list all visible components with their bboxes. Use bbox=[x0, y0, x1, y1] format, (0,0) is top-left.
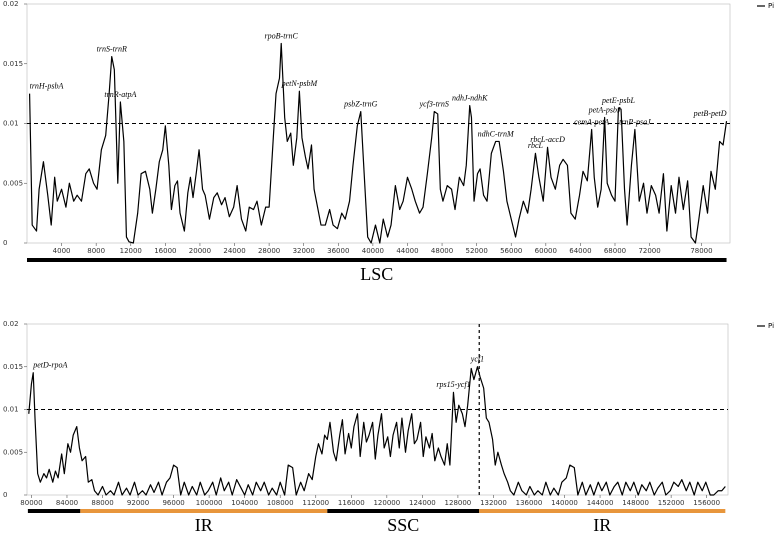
y-tick-label: 0.01 bbox=[3, 120, 19, 128]
peak-label: trnP-psaJ bbox=[619, 117, 651, 126]
x-tick-label: 132000 bbox=[480, 499, 507, 507]
x-tick-label: 36000 bbox=[327, 247, 349, 255]
region-label: IR bbox=[593, 515, 611, 533]
peak-label: ycf3-trnS bbox=[419, 99, 449, 108]
x-tick-label: 116000 bbox=[338, 499, 365, 507]
peak-label: petE-psbL bbox=[601, 96, 635, 105]
peak-label: trnH-psbA bbox=[30, 81, 64, 90]
x-tick-label: 88000 bbox=[91, 499, 113, 507]
y-tick-label: 0.01 bbox=[3, 406, 19, 414]
x-tick-label: 4000 bbox=[53, 247, 71, 255]
x-tick-label: 40000 bbox=[362, 247, 384, 255]
x-tick-label: 112000 bbox=[302, 499, 329, 507]
region-bar bbox=[27, 258, 727, 262]
region-label: SSC bbox=[387, 515, 419, 533]
x-tick-label: 108000 bbox=[267, 499, 294, 507]
region-bar bbox=[27, 509, 81, 513]
x-tick-label: 148000 bbox=[622, 499, 649, 507]
x-tick-label: 72000 bbox=[638, 247, 660, 255]
x-tick-label: 12000 bbox=[120, 247, 142, 255]
y-tick-label: 0 bbox=[3, 239, 7, 247]
region-bar bbox=[479, 509, 726, 513]
peak-label: rpoB-trnC bbox=[265, 31, 299, 40]
x-tick-label: 78000 bbox=[690, 247, 712, 255]
x-tick-label: 144000 bbox=[587, 499, 614, 507]
peak-label: trnS-trnR bbox=[97, 44, 127, 53]
x-tick-label: 68000 bbox=[604, 247, 626, 255]
peak-label: psbZ-trnG bbox=[343, 99, 378, 108]
x-tick-label: 84000 bbox=[56, 499, 78, 507]
peak-label: petB-petD bbox=[693, 109, 727, 118]
peak-label: rbcL bbox=[528, 141, 544, 150]
y-tick-label: 0 bbox=[3, 491, 7, 499]
x-tick-label: 120000 bbox=[373, 499, 400, 507]
peak-label: petN-psbM bbox=[281, 79, 319, 88]
x-tick-label: 32000 bbox=[293, 247, 315, 255]
x-tick-label: 128000 bbox=[445, 499, 472, 507]
peak-label: ycf1 bbox=[470, 355, 484, 364]
x-tick-label: 136000 bbox=[516, 499, 543, 507]
region-label: LSC bbox=[360, 264, 393, 284]
x-tick-label: 20000 bbox=[189, 247, 211, 255]
peak-label: trnR-atpA bbox=[104, 90, 136, 99]
pi-line bbox=[28, 366, 726, 496]
x-tick-label: 28000 bbox=[258, 247, 280, 255]
y-tick-label: 0.005 bbox=[3, 179, 23, 187]
x-tick-label: 24000 bbox=[223, 247, 245, 255]
region-bar bbox=[80, 509, 328, 513]
peak-label: petD-rpoA bbox=[32, 361, 67, 370]
x-tick-label: 8000 bbox=[87, 247, 105, 255]
x-tick-label: 44000 bbox=[396, 247, 418, 255]
x-tick-label: 140000 bbox=[551, 499, 578, 507]
x-tick-label: 104000 bbox=[231, 499, 258, 507]
legend-label: Pi bbox=[768, 2, 774, 10]
x-tick-label: 156000 bbox=[693, 499, 720, 507]
peak-label: ndhJ-ndhK bbox=[452, 93, 488, 102]
y-tick-label: 0.02 bbox=[3, 320, 19, 328]
x-tick-label: 64000 bbox=[569, 247, 591, 255]
y-tick-label: 0.005 bbox=[3, 448, 23, 456]
peak-label: ndhC-trnM bbox=[478, 129, 515, 138]
pi-line bbox=[28, 42, 728, 244]
y-tick-label: 0.015 bbox=[3, 60, 23, 68]
x-tick-label: 52000 bbox=[466, 247, 488, 255]
region-label: IR bbox=[195, 515, 213, 533]
x-tick-label: 16000 bbox=[154, 247, 176, 255]
y-tick-label: 0.02 bbox=[3, 0, 19, 8]
peak-label: rps15-ycf1 bbox=[436, 380, 470, 389]
x-tick-label: 56000 bbox=[500, 247, 522, 255]
legend-label: Pi bbox=[768, 322, 774, 330]
peak-label: rbcL-accD bbox=[530, 135, 565, 144]
peak-label: petA-psbJ bbox=[588, 105, 621, 114]
peak-label: cemA-petA bbox=[574, 117, 609, 126]
x-tick-label: 124000 bbox=[409, 499, 436, 507]
x-tick-label: 80000 bbox=[20, 499, 42, 507]
region-bar bbox=[327, 509, 480, 513]
x-tick-label: 92000 bbox=[127, 499, 149, 507]
y-tick-label: 0.015 bbox=[3, 363, 23, 371]
x-tick-label: 48000 bbox=[431, 247, 453, 255]
x-tick-label: 152000 bbox=[658, 499, 685, 507]
x-tick-label: 100000 bbox=[196, 499, 223, 507]
x-tick-label: 96000 bbox=[162, 499, 184, 507]
x-tick-label: 60000 bbox=[535, 247, 557, 255]
